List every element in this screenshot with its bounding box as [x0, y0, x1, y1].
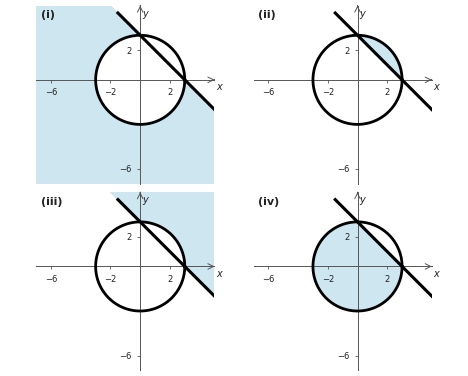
Text: (ii): (ii) [258, 10, 276, 20]
Text: x: x [216, 269, 222, 279]
Text: (iv): (iv) [258, 197, 279, 207]
Text: (iii): (iii) [41, 197, 62, 207]
Text: y: y [142, 195, 147, 205]
Text: (i): (i) [41, 10, 55, 20]
Text: y: y [142, 9, 147, 18]
Text: y: y [359, 195, 365, 205]
Text: x: x [433, 269, 439, 279]
Text: y: y [359, 9, 365, 18]
Text: x: x [216, 82, 222, 92]
Text: x: x [433, 82, 439, 92]
